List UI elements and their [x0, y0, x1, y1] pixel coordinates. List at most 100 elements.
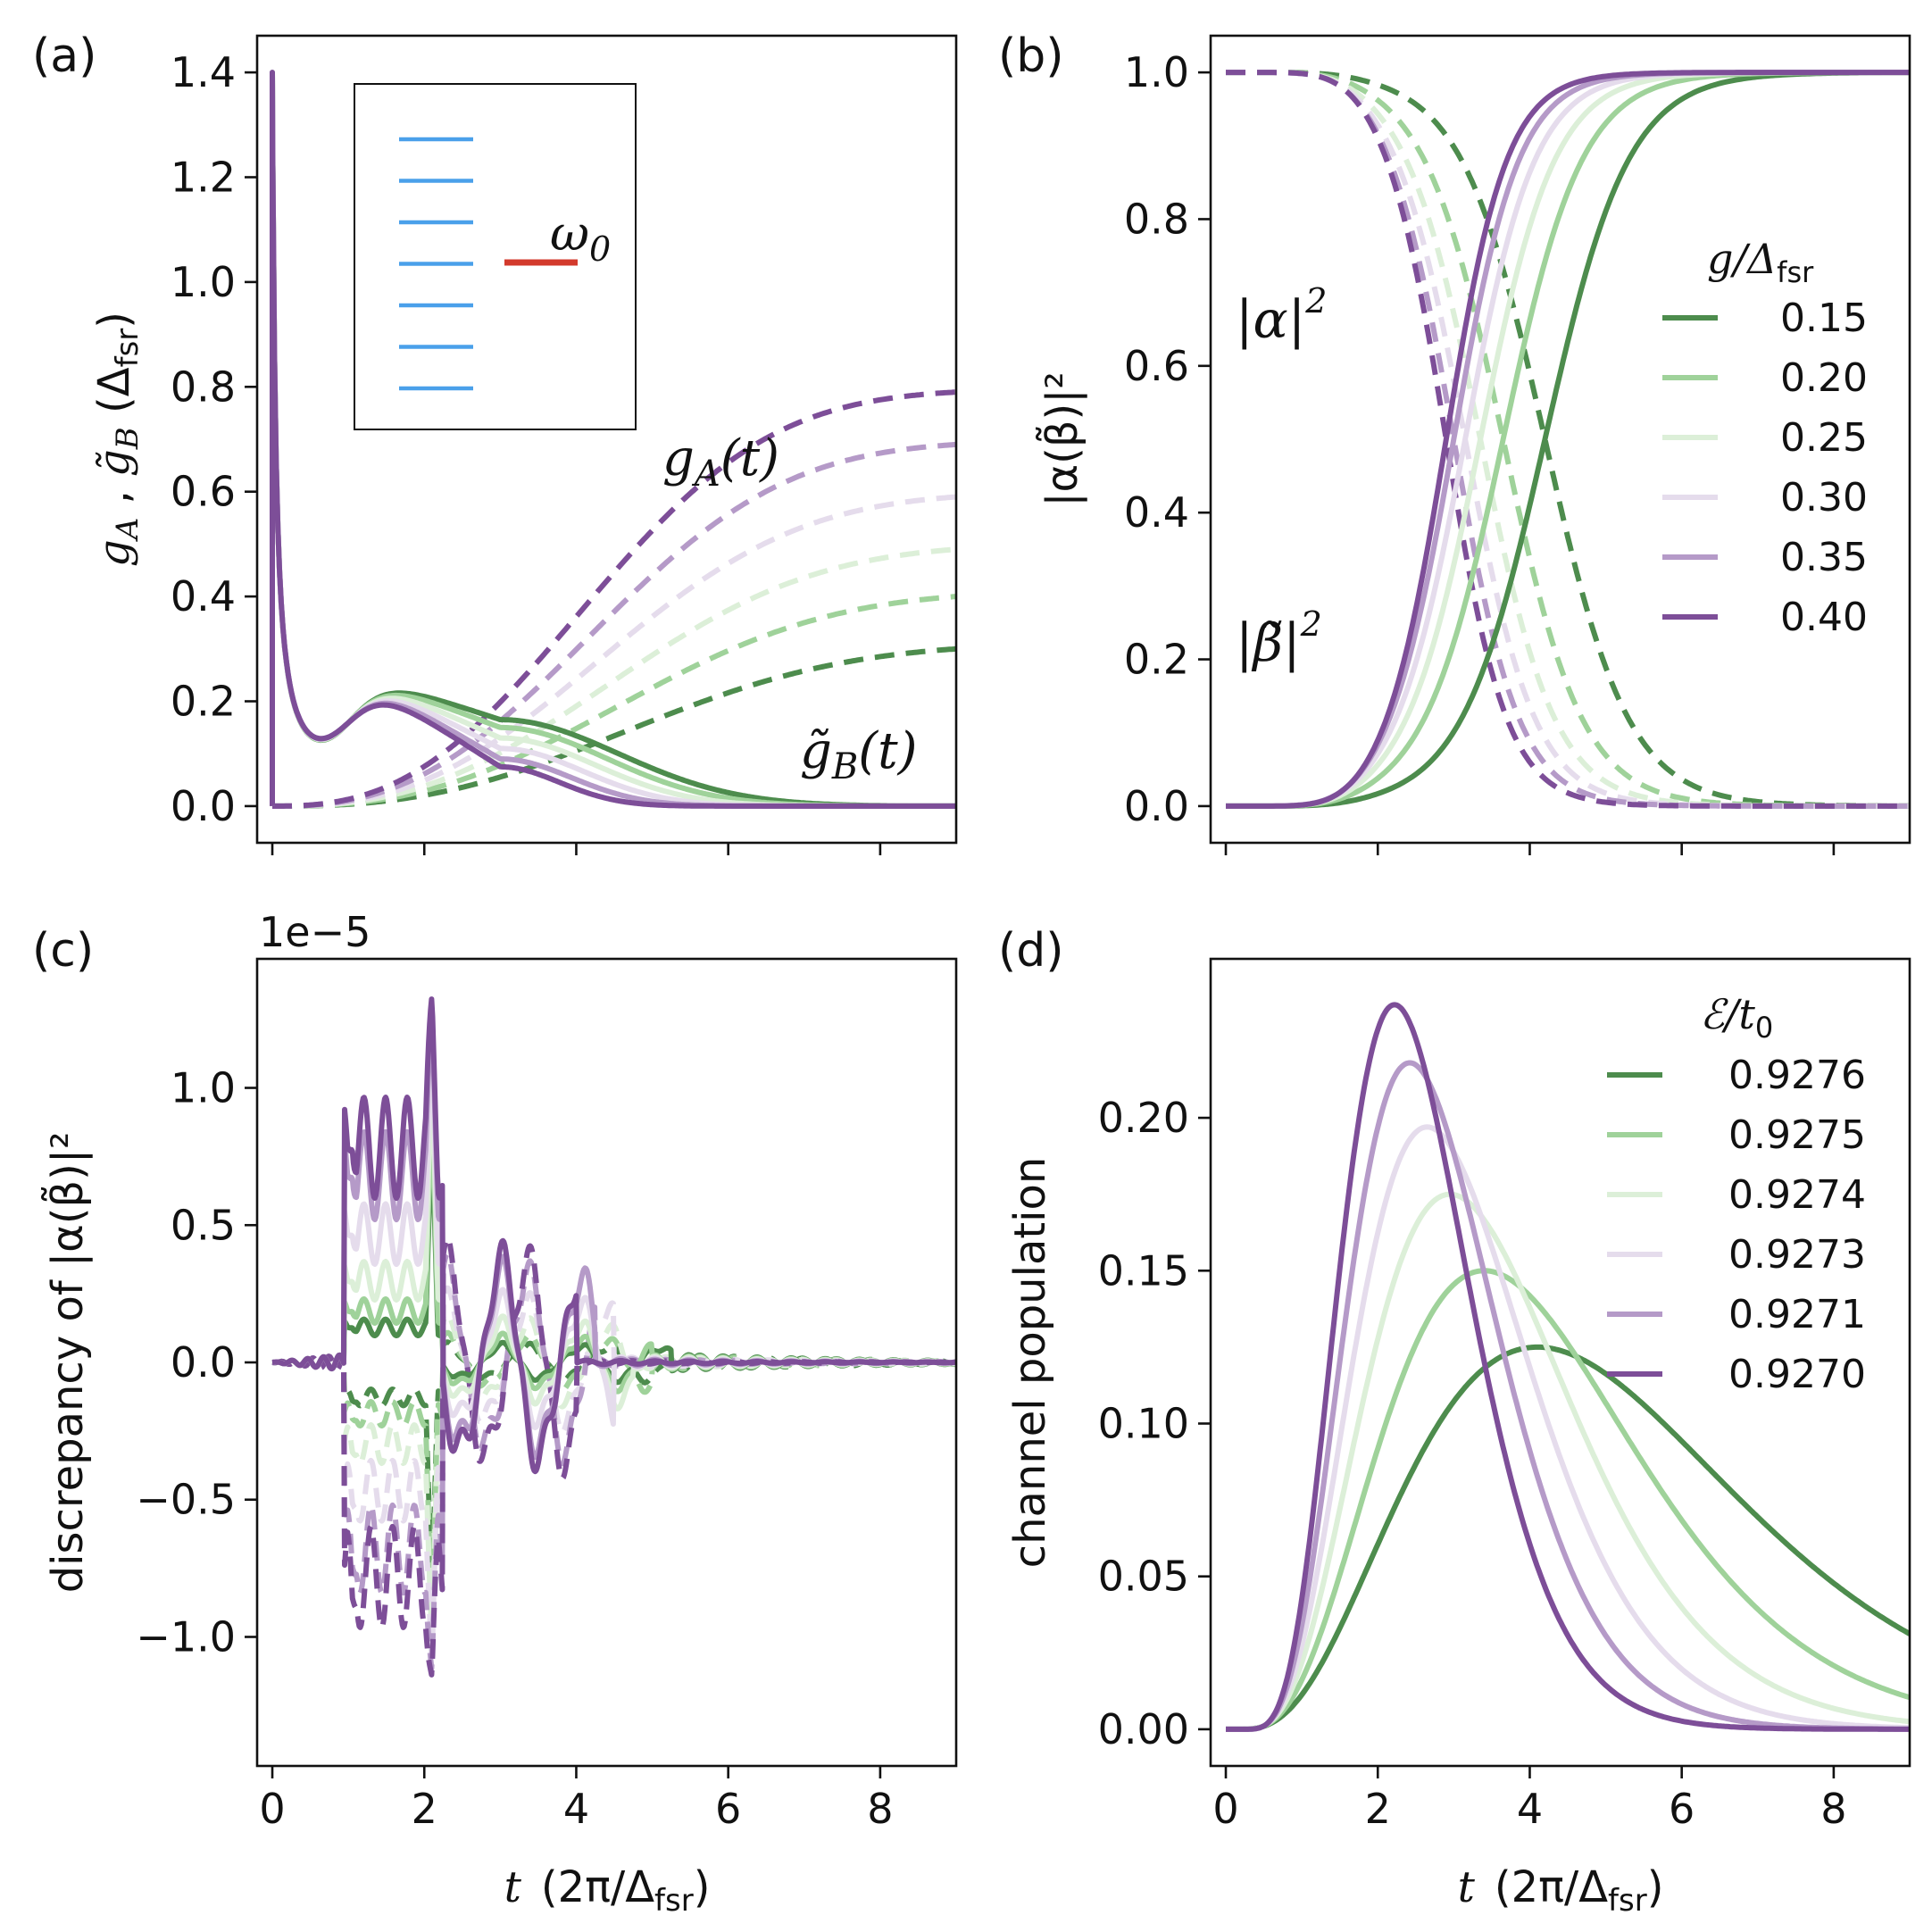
legend-b-label-0.30: 0.30	[1780, 475, 1868, 520]
legend-b-label-0.20: 0.20	[1780, 355, 1868, 401]
panel-b-ylabel: |α(β̃)|²	[1035, 371, 1087, 506]
panel-c-ytick-label: 1.0	[171, 1064, 236, 1112]
legend-d-label-0.9270: 0.9270	[1728, 1352, 1866, 1397]
panel-c-ytick-label: −0.5	[136, 1476, 236, 1524]
panel-b-ytick-label: 0.4	[1124, 488, 1189, 537]
panel-d: (d) 0 2 4 6 8 0.00 0.05 0.10 0.15 0.20 channel po…	[998, 924, 1911, 1919]
alpha-curve-0.15	[1225, 70, 1910, 809]
population-curve-0.9275	[1224, 1268, 1910, 1732]
gb-curve-0.40	[270, 70, 956, 809]
panel-c-xtick-label: 2	[412, 1785, 437, 1833]
panel-c-ytick-label: −1.0	[136, 1612, 236, 1661]
inset-frame	[354, 83, 637, 430]
panel-c-xtick-label: 8	[867, 1785, 893, 1833]
legend-d-label-0.9275: 0.9275	[1728, 1112, 1866, 1158]
panel-a-ytick-label: 1.2	[171, 153, 236, 201]
panel-d-label: (d)	[998, 924, 1064, 978]
panel-c-curves	[271, 996, 956, 1678]
panel-d-ytick-label: 0.20	[1098, 1094, 1189, 1142]
panel-b-frame	[1209, 34, 1911, 845]
panel-d-xtick-label: 2	[1365, 1785, 1391, 1833]
panel-c-xtick-label: 0	[259, 1785, 285, 1833]
panel-a-ytick-label: 0.4	[171, 572, 236, 620]
panel-a-ytick-label: 0.6	[171, 468, 236, 516]
panel-a-ytick-label: 0.8	[171, 362, 236, 411]
legend-d-label-0.9271: 0.9271	[1728, 1292, 1866, 1337]
ga-curve-0.40	[271, 389, 956, 809]
panel-b-ticks: 0.0 0.2 0.4 0.6 0.8 1.0	[1124, 48, 1836, 855]
panel-d-xtick-label: 8	[1820, 1785, 1846, 1833]
population-curve-0.9276	[1224, 1344, 1910, 1732]
annot-beta: |β̃|2	[1236, 604, 1322, 673]
legend-d-label-0.9276: 0.9276	[1728, 1053, 1866, 1098]
panel-d-ytick-label: 0.00	[1098, 1705, 1189, 1753]
panel-a-ytick-label: 0.0	[171, 782, 236, 830]
panel-d-legend: ℰ/t0 0.9276 0.9275 0.9274 0.9273 0.9271 0.927…	[1607, 990, 1866, 1397]
panel-a-curves	[270, 70, 956, 809]
panel-a-ytick-label: 1.4	[171, 48, 236, 96]
panel-c-ticks: 0 2 4 6 8 −1.0 −0.5 0.0 0.5 1.0	[136, 1064, 893, 1833]
population-curve-0.9270	[1224, 1002, 1910, 1732]
panel-d-legend-title: ℰ/t0	[1700, 990, 1773, 1045]
panel-a: (a) 0.0 0.2 0.4 0.6 0.8 1.0 1.2 1.4 ω0 gA(t) g̃…	[32, 29, 958, 855]
panel-b-legend: g/Δfsr 0.15 0.20 0.25 0.30 0.35 0.40	[1662, 235, 1868, 640]
panel-a-ytick-label: 0.2	[171, 678, 236, 726]
legend-b-label-0.40: 0.40	[1780, 595, 1868, 640]
alpha-curve-0.40	[1225, 70, 1910, 809]
panel-c-xtick-label: 6	[715, 1785, 741, 1833]
panel-d-ylabel: channel population	[1005, 1157, 1055, 1569]
panel-d-xtick-label: 6	[1669, 1785, 1695, 1833]
panel-b-ytick-label: 0.2	[1124, 636, 1189, 684]
panel-d-xlabel: t (2π/Δfsr)	[1458, 1862, 1664, 1919]
ga-curve-0.35	[271, 441, 956, 809]
population-curve-0.9273	[1224, 1124, 1910, 1732]
panel-b-ytick-label: 1.0	[1124, 48, 1189, 96]
panel-a-ticks: 0.0 0.2 0.4 0.6 0.8 1.0 1.2 1.4	[171, 48, 882, 855]
panel-a-inset: ω0	[354, 83, 637, 430]
panel-b-legend-title: g/Δfsr	[1707, 235, 1814, 289]
panel-b: (b) 0.0 0.2 0.4 0.6 0.8 1.0 |α|2 |β̃|2 |α(β̃)…	[998, 29, 1911, 855]
legend-d-label-0.9274: 0.9274	[1728, 1172, 1866, 1218]
panel-b-ytick-label: 0.8	[1124, 195, 1189, 243]
panel-a-ylabel: gA , g̃B (Δfsr)	[89, 312, 146, 567]
panel-d-curves	[1224, 1002, 1910, 1732]
panel-c-xtick-label: 4	[563, 1785, 589, 1833]
panel-c-label: (c)	[32, 924, 94, 978]
panel-d-xtick-label: 4	[1517, 1785, 1543, 1833]
panel-c-ylabel: discrepancy of |α(β̃)|²	[40, 1132, 93, 1594]
panel-c-ytick-label: 0.0	[171, 1338, 236, 1387]
discrepancy-beta-5	[271, 996, 956, 1475]
discrepancy-beta-3	[271, 1035, 956, 1430]
panel-c-ytick-label: 0.5	[171, 1201, 236, 1249]
inset-levels	[399, 137, 473, 391]
panel-d-ytick-label: 0.10	[1098, 1399, 1189, 1447]
beta-curve-0.40	[1225, 70, 1910, 809]
ga-curve-0.20	[271, 594, 956, 809]
legend-d-label-0.9273: 0.9273	[1728, 1232, 1866, 1278]
curve-label-ga: gA(t)	[662, 429, 779, 495]
panel-c-xlabel: t (2π/Δfsr)	[504, 1862, 711, 1919]
legend-b-label-0.15: 0.15	[1780, 296, 1868, 341]
ga-curve-0.25	[271, 546, 956, 809]
ga-curve-0.15	[271, 645, 956, 809]
panel-b-label: (b)	[998, 29, 1064, 83]
panel-c-offset-text: 1e−5	[259, 908, 371, 956]
legend-b-label-0.25: 0.25	[1780, 415, 1868, 461]
panel-d-ticks: 0 2 4 6 8 0.00 0.05 0.10 0.15 0.20	[1098, 1094, 1847, 1833]
panel-d-xtick-label: 0	[1212, 1785, 1238, 1833]
annot-alpha: |α|2	[1236, 281, 1327, 350]
panel-d-ytick-label: 0.15	[1098, 1246, 1189, 1295]
alpha-curve-0.30	[1225, 70, 1910, 809]
ga-curve-0.30	[271, 494, 956, 809]
panel-a-frame	[255, 34, 958, 845]
panel-c: (c) 1e−5 0 2 4 6 8 −1.0 −0.5 0.0 0.5 1.0 discrepa…	[32, 908, 958, 1919]
panel-b-ytick-label: 0.6	[1124, 342, 1189, 390]
panel-b-ytick-label: 0.0	[1124, 782, 1189, 830]
inset-omega-label: ω0	[550, 205, 611, 269]
panel-a-ytick-label: 1.0	[171, 258, 236, 306]
legend-b-label-0.35: 0.35	[1780, 535, 1868, 580]
panel-a-label: (a)	[32, 29, 96, 83]
panel-d-ytick-label: 0.05	[1098, 1553, 1189, 1601]
population-curve-0.9274	[1224, 1191, 1910, 1732]
